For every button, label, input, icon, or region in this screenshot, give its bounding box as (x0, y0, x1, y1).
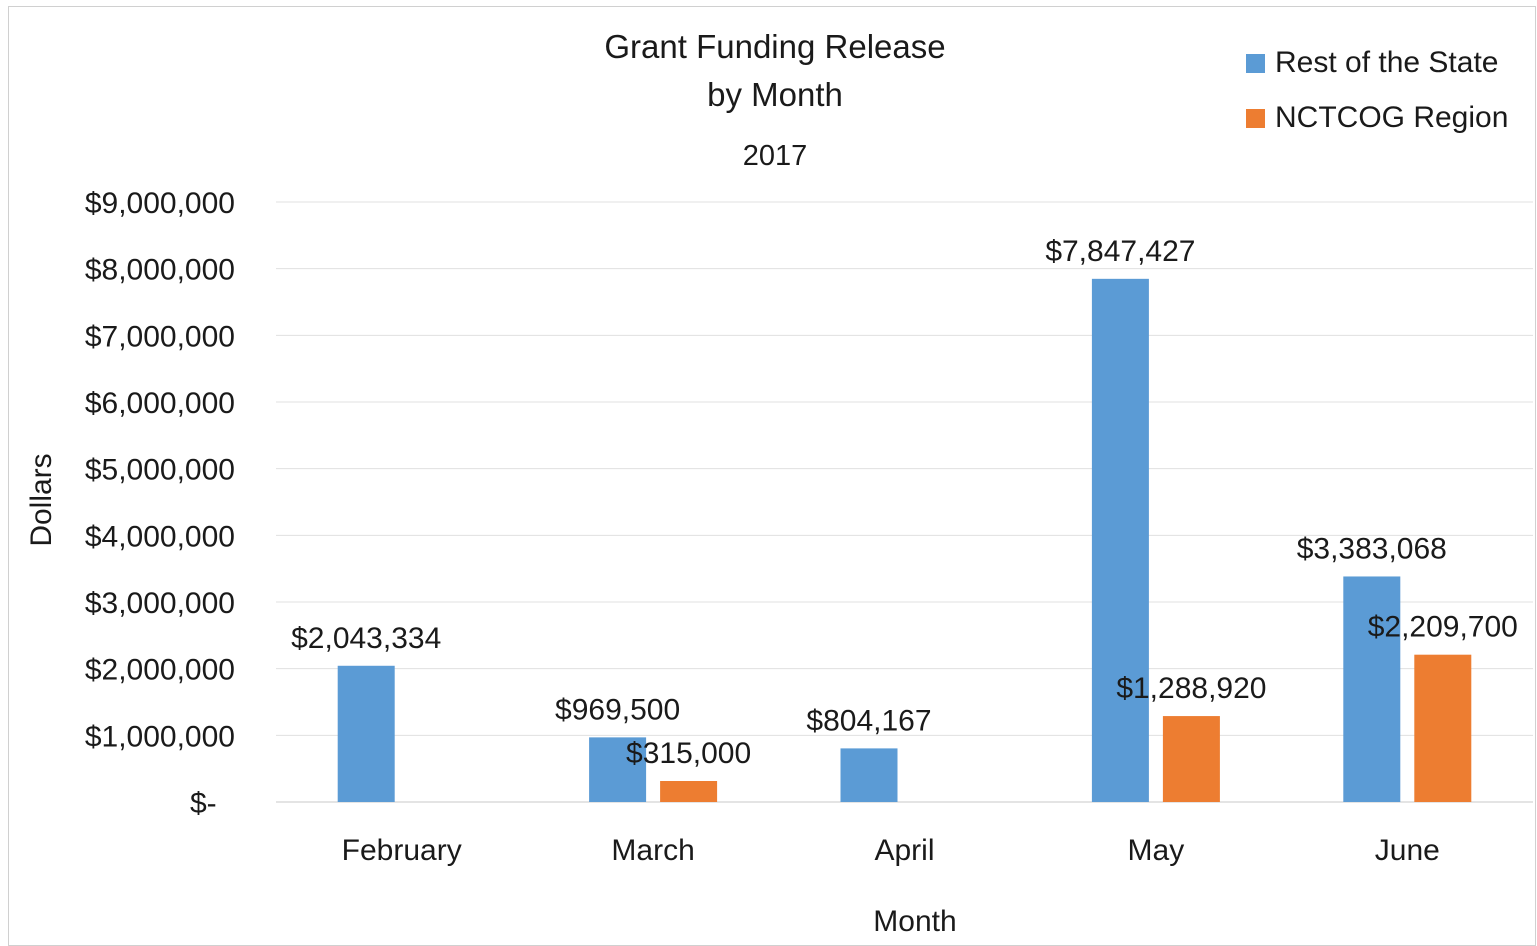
y-tick-label: $6,000,000 (85, 387, 235, 420)
y-tick-label: $9,000,000 (85, 187, 235, 220)
x-tick-label: March (611, 834, 694, 867)
legend-swatch-rest-of-state (1246, 53, 1265, 73)
y-tick-label: $- (190, 787, 217, 820)
data-label: $7,847,427 (1045, 235, 1195, 268)
bar (660, 781, 718, 802)
legend-item-rest-of-state: Rest of the State (1246, 46, 1498, 80)
data-label: $315,000 (626, 737, 751, 770)
bar (589, 737, 647, 802)
y-tick-label: $3,000,000 (85, 587, 235, 620)
y-tick-label: $7,000,000 (85, 320, 235, 353)
legend-swatch-nctcog-region (1246, 108, 1265, 128)
chart-title-line-1: Grant Funding Release (604, 28, 946, 65)
legend-label-rest-of-state: Rest of the State (1275, 46, 1499, 79)
data-label: $2,043,334 (291, 622, 441, 655)
legend-label-nctcog-region: NCTCOG Region (1275, 101, 1509, 134)
bar (1091, 278, 1149, 802)
chart-title-line-2: by Month (707, 76, 843, 113)
data-label: $1,288,920 (1116, 672, 1266, 705)
y-tick-label: $8,000,000 (85, 254, 235, 287)
chart-frame (8, 6, 1536, 946)
x-tick-label: April (874, 834, 934, 867)
bar (1414, 654, 1472, 802)
y-tick-label: $2,000,000 (85, 654, 235, 687)
data-label: $804,167 (806, 704, 931, 737)
bar (1343, 576, 1401, 802)
data-label: $969,500 (555, 693, 680, 726)
x-axis-label: Month (873, 905, 957, 938)
data-label: $3,383,068 (1297, 532, 1447, 565)
legend-item-nctcog-region: NCTCOG Region (1246, 101, 1508, 135)
y-tick-label: $4,000,000 (85, 520, 235, 553)
chart-subtitle: 2017 (742, 140, 808, 172)
bar (840, 748, 898, 802)
y-tick-label: $1,000,000 (85, 720, 235, 753)
data-label: $2,209,700 (1368, 611, 1518, 644)
x-tick-label: June (1375, 834, 1440, 867)
y-tick-label: $5,000,000 (85, 454, 235, 487)
bar (1162, 716, 1220, 802)
x-tick-label: May (1128, 834, 1185, 867)
bar (337, 665, 395, 802)
x-tick-label: February (342, 834, 462, 867)
